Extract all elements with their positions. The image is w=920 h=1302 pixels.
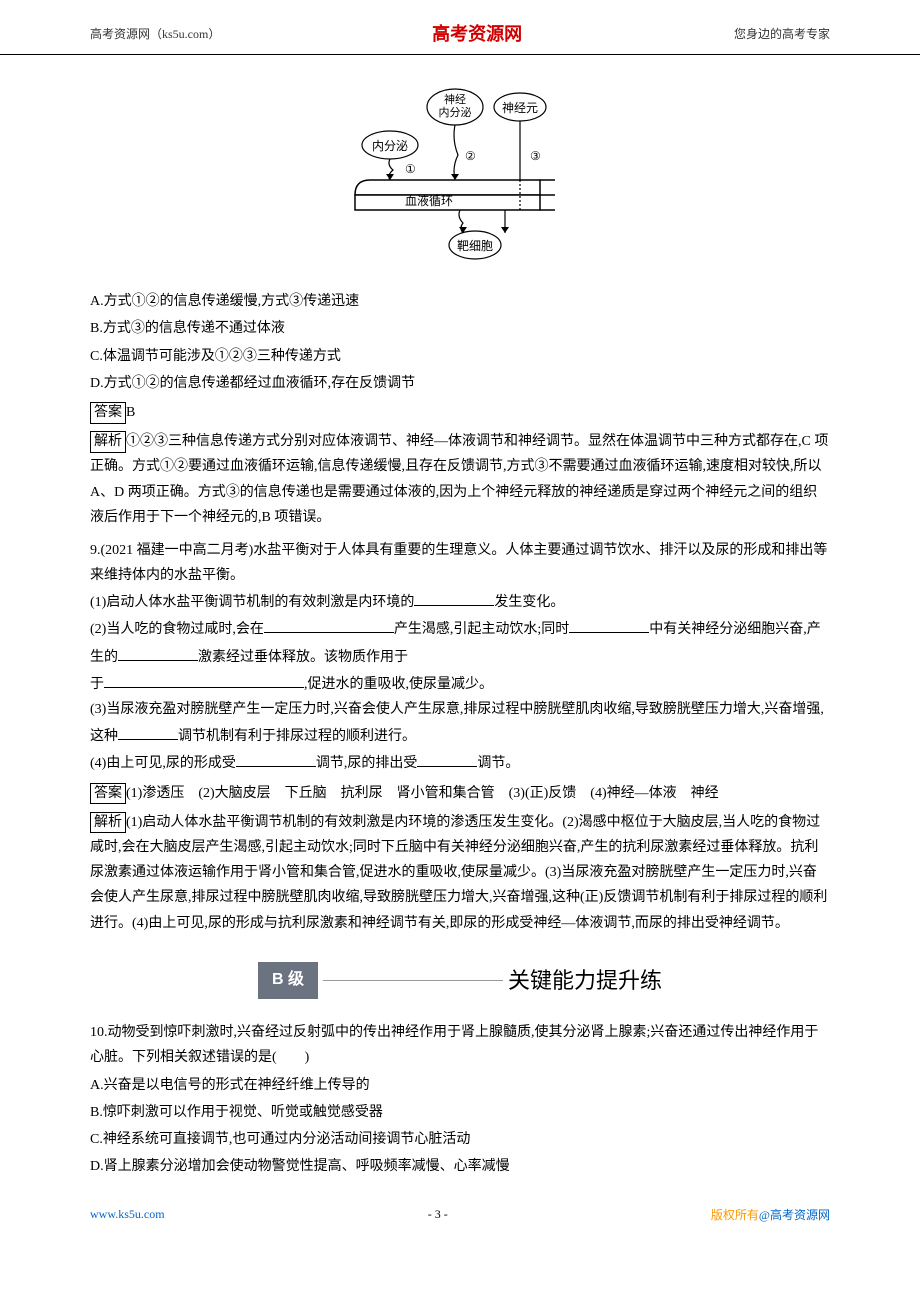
diagram-label-blood: 血液循环 [405, 193, 453, 208]
svg-text:神经: 神经 [444, 92, 466, 106]
q9-p2-mid1: 产生渴感,引起主动饮水;同时 [394, 622, 569, 637]
content-area: 内分泌 神经 内分泌 神经元 血液循环 靶细胞 ① ② [0, 65, 920, 1201]
q9-part2: (2)当人吃的食物过咸时,会在产生渴感,引起主动饮水;同时中有关神经分泌细胞兴奋… [90, 615, 830, 697]
section-title: 关键能力提升练 [508, 961, 662, 1001]
diagram-label-target: 靶细胞 [457, 239, 493, 253]
blank [414, 588, 494, 606]
q10-option-c: C.神经系统可直接调节,也可通过内分泌活动间接调节心脏活动 [90, 1127, 830, 1152]
level-badge: B 级 [258, 962, 318, 999]
q10-title: 10.动物受到惊吓刺激时,兴奋经过反射弧中的传出神经作用于肾上腺髓质,使其分泌肾… [90, 1020, 830, 1070]
q10-options: A.兴奋是以电信号的形式在神经纤维上传导的 B.惊吓刺激可以作用于视觉、听觉或触… [90, 1073, 830, 1180]
q8-explanation-text: ①②③三种信息传递方式分别对应体液调节、神经—体液调节和神经调节。显然在体温调节… [90, 434, 828, 525]
svg-text:内分泌: 内分泌 [439, 105, 472, 119]
header-center-logo: 高考资源网 [432, 20, 522, 46]
q9-part1: (1)启动人体水盐平衡调节机制的有效刺激是内环境的 发生变化。 [90, 588, 830, 615]
section-b-header: B 级 关键能力提升练 [90, 961, 830, 1001]
header-right-text: 您身边的高考专家 [734, 25, 830, 42]
q9-answer: 答案(1)渗透压 (2)大脑皮层 下丘脑 抗利尿 肾小管和集合管 (3)(正)反… [90, 781, 830, 806]
page-footer: www.ks5u.com - 3 - 版权所有@高考资源网 [0, 1201, 920, 1243]
explanation-label: 解析 [90, 812, 126, 834]
explanation-label: 解析 [90, 431, 126, 453]
section-line [323, 980, 503, 981]
q8-explanation: 解析①②③三种信息传递方式分别对应体液调节、神经—体液调节和神经调节。显然在体温… [90, 429, 830, 530]
q9-p3-post: 调节机制有利于排尿过程的顺利进行。 [178, 729, 416, 744]
q8-option-a: A.方式①②的信息传递缓慢,方式③传递迅速 [90, 289, 830, 314]
blank [569, 615, 649, 633]
diagram-svg: 内分泌 神经 内分泌 神经元 血液循环 靶细胞 ① ② [345, 85, 575, 265]
q9-answer-text: (1)渗透压 (2)大脑皮层 下丘脑 抗利尿 肾小管和集合管 (3)(正)反馈 … [126, 786, 719, 801]
blank [264, 615, 394, 633]
blank [118, 643, 198, 661]
page-header: 高考资源网（ks5u.com） 高考资源网 您身边的高考专家 [0, 0, 920, 55]
footer-right-at: @高考资源网 [759, 1208, 830, 1222]
page-number: - 3 - [428, 1207, 448, 1222]
q10-option-d: D.肾上腺素分泌增加会使动物警觉性提高、呼吸频率减慢、心率减慢 [90, 1154, 830, 1179]
q9-p2-mid3: 激素经过垂体释放。该物质作用于 [198, 650, 408, 665]
q9-p1-pre: (1)启动人体水盐平衡调节机制的有效刺激是内环境的 [90, 595, 414, 610]
blank [236, 749, 316, 767]
answer-label: 答案 [90, 783, 126, 805]
diagram-label-neuron: 神经元 [502, 101, 538, 115]
q9-explanation-text: (1)启动人体水盐平衡调节机制的有效刺激是内环境的渗透压发生变化。(2)渴感中枢… [90, 815, 827, 931]
footer-copyright: 版权所有@高考资源网 [711, 1206, 830, 1223]
blank [118, 722, 178, 740]
q10-option-a: A.兴奋是以电信号的形式在神经纤维上传导的 [90, 1073, 830, 1098]
diagram-number-1: ① [405, 162, 416, 176]
footer-url: www.ks5u.com [90, 1207, 165, 1222]
q9-p2-pre: (2)当人吃的食物过咸时,会在 [90, 622, 264, 637]
q9-p4-pre: (4)由上可见,尿的形成受 [90, 756, 236, 771]
footer-right-pre: 版权所有 [711, 1208, 759, 1222]
diagram-label-neifenmi: 内分泌 [372, 139, 408, 153]
blank [104, 670, 304, 688]
q9-p2-post: ,促进水的重吸收,使尿量减少。 [304, 677, 493, 692]
q9-part4: (4)由上可见,尿的形成受 调节,尿的排出受 调节。 [90, 749, 830, 776]
q9-p4-mid: 调节,尿的排出受 [316, 756, 418, 771]
q8-option-d: D.方式①②的信息传递都经过血液循环,存在反馈调节 [90, 371, 830, 396]
q9-explanation: 解析(1)启动人体水盐平衡调节机制的有效刺激是内环境的渗透压发生变化。(2)渴感… [90, 810, 830, 936]
q9-title: 9.(2021 福建一中高二月考)水盐平衡对于人体具有重要的生理意义。人体主要通… [90, 538, 830, 588]
diagram-number-3: ③ [530, 149, 541, 163]
q8-answer-value: B [126, 405, 135, 420]
q9-p4-post: 调节。 [477, 756, 519, 771]
q10-option-b: B.惊吓刺激可以作用于视觉、听觉或触觉感受器 [90, 1100, 830, 1125]
diagram-number-2: ② [465, 149, 476, 163]
q9-p1-post: 发生变化。 [494, 595, 564, 610]
q9-part3: (3)当尿液充盈对膀胱壁产生一定压力时,兴奋会使人产生尿意,排尿过程中膀胱壁肌肉… [90, 697, 830, 749]
q8-option-b: B.方式③的信息传递不通过体液 [90, 316, 830, 341]
header-left-text: 高考资源网（ks5u.com） [90, 25, 220, 42]
answer-label: 答案 [90, 402, 126, 424]
q8-answer: 答案B [90, 400, 830, 425]
q8-option-c: C.体温调节可能涉及①②③三种传递方式 [90, 344, 830, 369]
diagram: 内分泌 神经 内分泌 神经元 血液循环 靶细胞 ① ② [90, 85, 830, 274]
blank [417, 749, 477, 767]
